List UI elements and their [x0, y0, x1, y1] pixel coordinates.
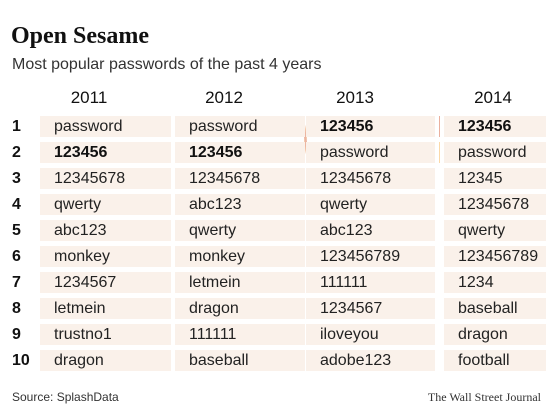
chart-subtitle: Most popular passwords of the past 4 yea… [12, 56, 322, 73]
password-cell: 1234567 [40, 272, 171, 293]
password-cell: password [175, 116, 305, 137]
rank-label: 5 [12, 222, 21, 239]
password-cell: 1234567 [306, 298, 435, 319]
password-cell: 12345678 [40, 168, 171, 189]
password-cell: 111111 [175, 324, 305, 345]
source-note: Source: SplashData [12, 390, 119, 404]
rank-label: 6 [12, 248, 21, 265]
password-cell: abc123 [306, 220, 435, 241]
rank-label: 7 [12, 274, 21, 291]
password-cell: qwerty [40, 194, 171, 215]
password-cell: 123456 [40, 142, 171, 163]
password-cell: password [444, 142, 546, 163]
password-cell: 12345 [444, 168, 546, 189]
year-header-2013: 2013 [336, 88, 374, 107]
password-cell: 123456789 [306, 246, 435, 267]
password-cell: password [40, 116, 171, 137]
rank-label: 9 [12, 326, 21, 343]
password-cell: dragon [444, 324, 546, 345]
password-cell: qwerty [444, 220, 546, 241]
password-cell: monkey [175, 246, 305, 267]
password-cell: qwerty [175, 220, 305, 241]
publisher-credit: The Wall Street Journal [427, 390, 541, 404]
password-cell: qwerty [306, 194, 435, 215]
password-cell: 12345678 [306, 168, 435, 189]
swatch-123456 [439, 116, 440, 137]
password-cell: iloveyou [306, 324, 435, 345]
password-cell: letmein [40, 298, 171, 319]
password-cell: letmein [175, 272, 305, 293]
rank-label: 10 [12, 352, 30, 369]
password-cell: 123456 [444, 116, 546, 137]
chart-title: Open Sesame [11, 23, 149, 49]
password-cell: 123456 [175, 142, 305, 163]
password-cell: 111111 [306, 272, 435, 293]
password-cell: baseball [175, 350, 305, 371]
password-cell: monkey [40, 246, 171, 267]
password-cell: 12345678 [175, 168, 305, 189]
rank-label: 4 [12, 196, 21, 213]
rank-label: 2 [12, 144, 21, 161]
password-cell: baseball [444, 298, 546, 319]
year-header-2014: 2014 [474, 88, 512, 107]
rank-label: 3 [12, 170, 21, 187]
rank-label: 1 [12, 118, 21, 135]
password-cell: 12345678 [444, 194, 546, 215]
year-header-2011: 2011 [70, 88, 108, 107]
rank-label: 8 [12, 300, 21, 317]
password-cell: football [444, 350, 546, 371]
password-cell: adobe123 [306, 350, 435, 371]
year-header-2012: 2012 [205, 88, 243, 107]
password-cell: trustno1 [40, 324, 171, 345]
password-cell: dragon [175, 298, 305, 319]
password-cell: dragon [40, 350, 171, 371]
password-cell: abc123 [175, 194, 305, 215]
password-cell: password [306, 142, 435, 163]
password-cell: 123456789 [444, 246, 546, 267]
password-cell: 1234 [444, 272, 546, 293]
swatch-password [439, 142, 440, 163]
password-cell: 123456 [306, 116, 435, 137]
password-cell: abc123 [40, 220, 171, 241]
